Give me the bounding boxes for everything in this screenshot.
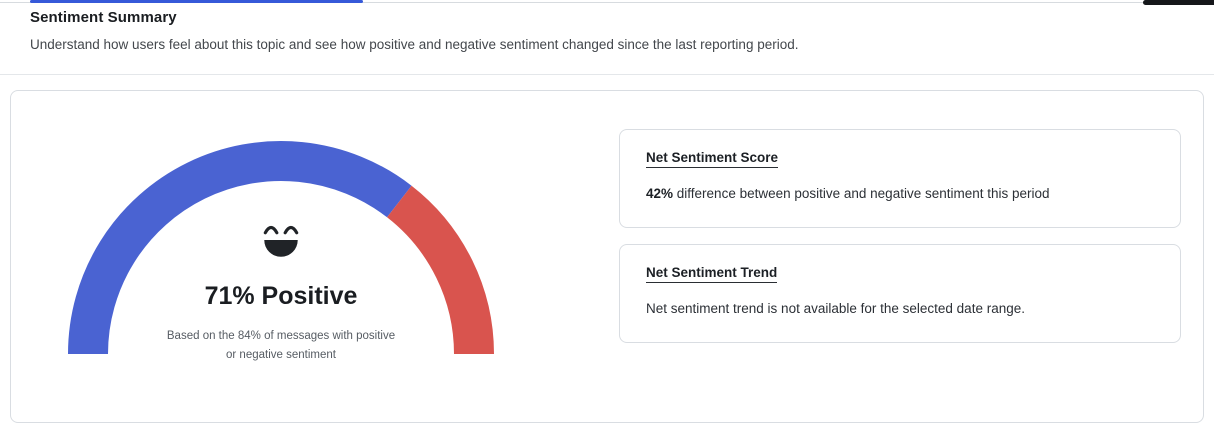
active-tab-indicator	[30, 0, 363, 3]
sentiment-summary-card: 71% Positive Based on the 84% of message…	[10, 90, 1204, 423]
sentiment-gauge: 71% Positive Based on the 84% of message…	[36, 119, 526, 374]
grinning-face-icon	[263, 225, 299, 257]
net-sentiment-score-value: 42%	[646, 186, 674, 201]
tab-bar-divider	[0, 2, 1214, 3]
section-subtitle: Understand how users feel about this top…	[30, 37, 799, 52]
net-sentiment-score-desc: difference between positive and negative…	[673, 186, 1050, 201]
gauge-caption: Based on the 84% of messages with positi…	[36, 327, 526, 365]
section-title: Sentiment Summary	[30, 9, 177, 26]
net-sentiment-score-term[interactable]: Net Sentiment Score	[646, 150, 779, 168]
net-sentiment-trend-desc: Net sentiment trend is not available for…	[646, 301, 1025, 316]
section-header: Sentiment Summary Understand how users f…	[30, 9, 1184, 52]
emoji-right-eye	[283, 225, 299, 235]
net-sentiment-score-title: Net Sentiment Score	[646, 150, 1154, 168]
net-sentiment-trend-title: Net Sentiment Trend	[646, 265, 1154, 283]
gauge-chart	[68, 141, 494, 355]
net-sentiment-trend-term[interactable]: Net Sentiment Trend	[646, 265, 778, 283]
emoji-mouth	[264, 240, 298, 257]
header-divider	[0, 74, 1214, 75]
sentiment-info-column: Net Sentiment Score 42% difference betwe…	[619, 129, 1181, 359]
gauge-positive-arc	[68, 141, 412, 355]
gauge-overlay: 71% Positive Based on the 84% of message…	[36, 219, 526, 365]
net-sentiment-score-text: 42% difference between positive and nega…	[646, 186, 1154, 201]
top-right-dark-edge	[1143, 0, 1214, 5]
gauge-value-label: 71% Positive	[204, 282, 358, 310]
gauge-caption-line2: or negative sentiment	[226, 349, 336, 361]
gauge-negative-arc	[386, 185, 494, 355]
emoji-left-eye	[263, 225, 279, 235]
gauge-caption-line1: Based on the 84% of messages with positi…	[166, 330, 396, 342]
net-sentiment-trend-card: Net Sentiment Trend Net sentiment trend …	[619, 244, 1181, 343]
net-sentiment-score-card: Net Sentiment Score 42% difference betwe…	[619, 129, 1181, 228]
net-sentiment-trend-text: Net sentiment trend is not available for…	[646, 301, 1154, 316]
